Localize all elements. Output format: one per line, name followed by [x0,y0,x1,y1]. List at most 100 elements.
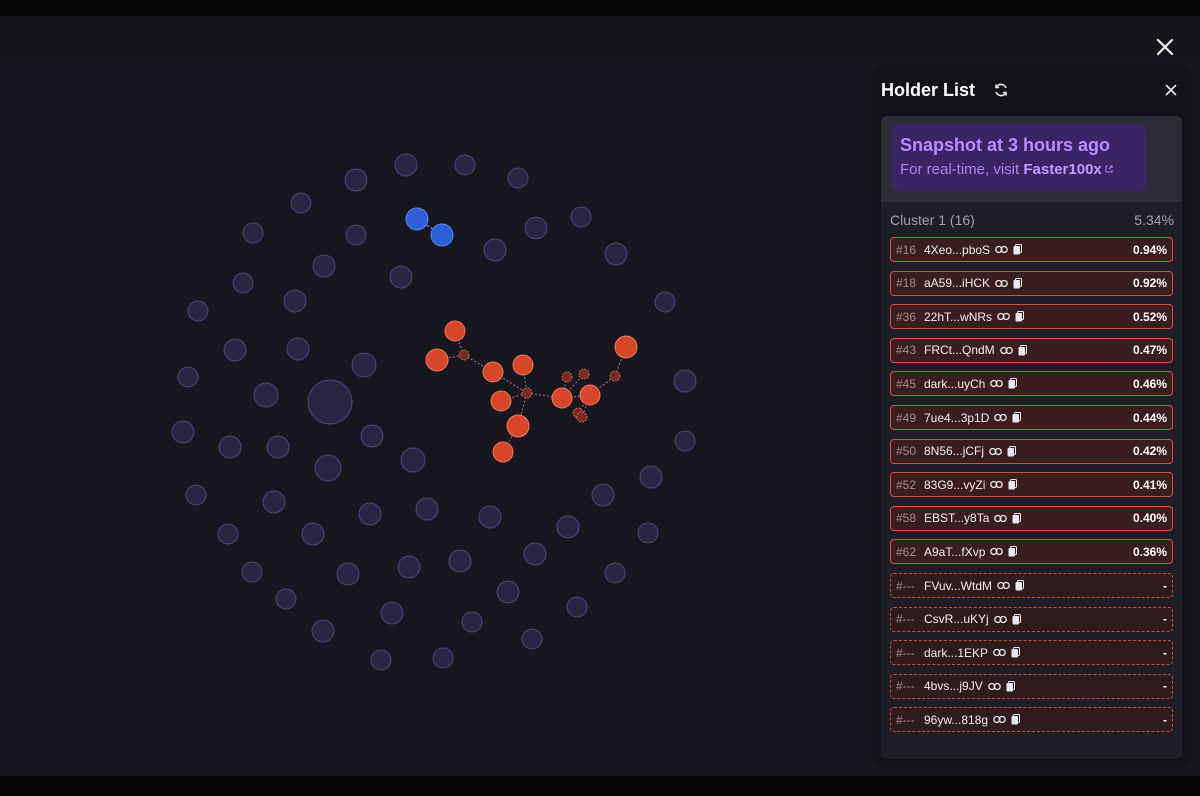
holder-bubble[interactable] [639,465,663,489]
cluster-bubble[interactable] [482,361,504,383]
holder-bubble[interactable] [223,338,247,362]
holder-address[interactable]: 8N56...jCFj [924,444,985,459]
holder-bubble[interactable] [604,562,626,584]
holder-row[interactable]: #--- 96yw...818g - [890,707,1173,733]
copy-icon[interactable] [1015,580,1025,591]
link-icon[interactable] [997,581,1010,590]
copy-icon[interactable] [1012,512,1022,524]
holder-bubble[interactable] [521,628,543,650]
holder-bubble[interactable] [312,254,336,278]
holder-row[interactable]: #58 EBST...y8Ta 0.40% [890,505,1173,531]
holder-bubble[interactable] [673,369,697,393]
holder-list[interactable]: Snapshot at 3 hours ago For real-time, v… [881,116,1182,759]
cluster-bubble[interactable] [512,354,534,376]
holder-bubble[interactable] [232,272,254,294]
cluster-bubble[interactable] [430,223,454,247]
link-icon[interactable] [995,245,1008,254]
holder-address[interactable]: 96yw...818g [924,712,989,727]
copy-icon[interactable] [1015,311,1025,322]
link-icon[interactable] [997,312,1010,321]
holder-bubble[interactable] [370,649,392,671]
cluster-bubble[interactable] [579,384,601,406]
link-icon[interactable] [993,615,1007,624]
copy-icon[interactable] [1008,378,1018,389]
holder-address[interactable]: FRCt...QndM [924,343,995,358]
holder-bubble[interactable] [389,265,413,289]
holder-row[interactable]: #36 22hT...wNRs 0.52% [890,304,1173,330]
link-icon[interactable] [999,346,1013,355]
holder-bubble[interactable] [290,192,312,214]
holder-bubble[interactable] [344,168,368,192]
holder-bubble[interactable] [351,352,377,378]
holder-bubble[interactable] [336,562,360,586]
holder-bubble[interactable] [171,420,195,444]
cluster-bubble[interactable] [578,368,590,380]
holder-bubble[interactable] [483,238,507,262]
holder-bubble[interactable] [397,555,421,579]
cluster-bubble[interactable] [561,371,573,383]
holder-bubble[interactable] [507,167,529,189]
holder-address[interactable]: 22hT...wNRs [924,309,993,324]
link-icon[interactable] [987,682,1001,691]
holder-bubble[interactable] [454,154,476,176]
copy-icon[interactable] [1018,344,1027,356]
holder-bubble[interactable] [301,522,325,546]
link-icon[interactable] [994,413,1008,422]
holder-bubble[interactable] [217,523,239,545]
holder-bubble[interactable] [400,447,426,473]
link-icon[interactable] [993,715,1006,724]
holder-bubble[interactable] [262,490,286,514]
holder-address[interactable]: CsvR...uKYj [924,612,989,627]
link-icon[interactable] [994,514,1008,523]
holder-bubble[interactable] [674,430,696,452]
holder-bubble[interactable] [380,601,404,625]
holder-address[interactable]: aA59...iHCK [924,276,991,291]
holder-row[interactable]: #--- 4bvs...j9JV - [890,673,1173,699]
holder-address[interactable]: FVuv...WtdM [924,578,993,593]
cluster-bubble[interactable] [521,387,533,399]
copy-icon[interactable] [1008,479,1018,490]
link-icon[interactable] [993,648,1006,657]
cluster-bubble[interactable] [609,370,621,382]
refresh-button[interactable] [991,80,1011,100]
cluster-bubble[interactable] [614,335,638,359]
holder-bubble[interactable] [286,337,310,361]
holder-bubble[interactable] [566,596,588,618]
holder-bubble[interactable] [556,515,580,539]
holder-bubble[interactable] [218,435,242,459]
cluster-bubble[interactable] [444,320,466,342]
holder-row[interactable]: #18 aA59...iHCK 0.92% [890,270,1173,296]
holder-bubble[interactable] [345,224,367,246]
holder-bubble[interactable] [591,483,615,507]
holder-bubble[interactable] [314,454,342,482]
holder-row[interactable]: #16 4Xeo...pboS 0.94% [890,237,1173,262]
holder-row[interactable]: #62 A9aT...fXvp 0.36% [890,539,1173,565]
cluster-bubble[interactable] [576,411,588,423]
holder-bubble[interactable] [311,619,335,643]
link-icon[interactable] [989,447,1002,456]
link-icon[interactable] [990,480,1004,489]
holder-row[interactable]: #45 dark...uyCh 0.46% [890,371,1173,397]
holder-bubble[interactable] [523,542,547,566]
holder-address[interactable]: 7ue4...3p1D [924,410,990,425]
holder-address[interactable]: 83G9...vyZi [924,477,986,492]
link-icon[interactable] [995,279,1008,288]
holder-bubble[interactable] [415,497,439,521]
holder-row[interactable]: #50 8N56...jCFj 0.42% [890,438,1173,464]
holder-bubble[interactable] [253,382,279,408]
holder-row[interactable]: #--- dark...1EKP - [890,640,1173,666]
holder-row[interactable]: #--- CsvR...uKYj - [890,606,1173,632]
link-icon[interactable] [990,547,1004,556]
holder-bubble[interactable] [283,289,307,313]
copy-icon[interactable] [1011,647,1021,658]
holder-row[interactable]: #52 83G9...vyZi 0.41% [890,472,1173,498]
holder-address[interactable]: 4Xeo...pboS [924,242,991,257]
cluster-bubble[interactable] [425,348,449,372]
holder-bubble[interactable] [448,549,472,573]
copy-icon[interactable] [1013,277,1023,289]
link-icon[interactable] [990,379,1004,388]
holder-bubble[interactable] [185,484,207,506]
faster100x-link[interactable]: Faster100x [1023,161,1102,178]
holder-bubble[interactable] [307,379,353,425]
